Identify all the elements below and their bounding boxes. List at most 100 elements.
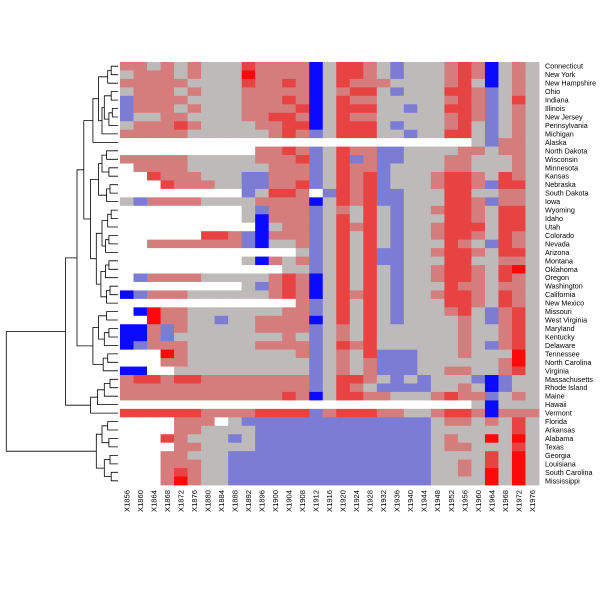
heatmap-cell xyxy=(187,265,202,274)
heatmap-cell xyxy=(214,112,229,122)
heatmap-cell xyxy=(174,273,188,283)
heatmap-cell xyxy=(228,248,243,257)
heatmap-cell xyxy=(471,188,486,198)
heatmap-cell xyxy=(201,332,216,342)
heatmap-cell xyxy=(498,104,513,114)
row-label: Wisconsin xyxy=(545,155,578,164)
heatmap-cell xyxy=(228,163,243,173)
heatmap-cell xyxy=(201,383,216,393)
heatmap-cell xyxy=(430,417,445,427)
heatmap-cell xyxy=(525,349,540,359)
heatmap-cell xyxy=(268,256,283,266)
heatmap-cell xyxy=(268,188,283,198)
heatmap-cell xyxy=(457,70,472,80)
heatmap-cell xyxy=(133,307,148,317)
heatmap-cell xyxy=(390,408,405,418)
heatmap-cell xyxy=(457,214,472,224)
heatmap-cell xyxy=(322,129,337,139)
heatmap-cell xyxy=(336,281,351,291)
row-label: Alaska xyxy=(545,138,567,147)
heatmap-cell xyxy=(147,87,161,97)
heatmap-cell xyxy=(363,222,378,232)
heatmap-cell xyxy=(363,383,378,393)
heatmap-cell xyxy=(201,442,216,452)
heatmap-cell xyxy=(268,476,283,486)
heatmap-cell xyxy=(147,307,161,317)
heatmap-cell xyxy=(525,239,540,249)
heatmap-cell xyxy=(322,315,337,325)
heatmap-cell xyxy=(214,417,229,427)
heatmap-cell xyxy=(322,265,337,274)
heatmap-cell xyxy=(444,197,459,207)
heatmap-cell xyxy=(174,383,188,393)
heatmap-cell xyxy=(390,248,405,257)
heatmap-cell xyxy=(498,375,513,384)
heatmap-cell xyxy=(376,171,391,181)
heatmap-cell xyxy=(403,70,418,80)
heatmap-cell xyxy=(444,104,459,114)
heatmap-cell xyxy=(214,78,229,88)
heatmap-cell xyxy=(187,341,202,351)
heatmap-cell xyxy=(282,434,297,444)
heatmap-cell xyxy=(241,188,256,198)
heatmap-cell xyxy=(376,366,391,376)
heatmap-cell xyxy=(214,332,229,342)
column-label: X1940 xyxy=(406,490,415,512)
heatmap-cell xyxy=(201,315,216,325)
heatmap-cell xyxy=(336,112,351,122)
heatmap-cell xyxy=(214,171,229,181)
heatmap-cell xyxy=(322,163,337,173)
heatmap-cell xyxy=(295,307,310,317)
heatmap-cell xyxy=(484,442,499,452)
heatmap-cell xyxy=(174,163,188,173)
heatmap-cell xyxy=(376,400,391,410)
heatmap-cell xyxy=(255,324,270,334)
heatmap-cell xyxy=(349,129,364,139)
heatmap-cell xyxy=(417,188,432,198)
heatmap-cell xyxy=(444,281,459,291)
heatmap-cell xyxy=(160,358,175,367)
heatmap-cell xyxy=(282,70,297,80)
heatmap-cell xyxy=(255,205,270,215)
heatmap-cell xyxy=(228,391,243,401)
heatmap-cell xyxy=(444,298,459,308)
column-label: X1868 xyxy=(163,490,172,512)
heatmap-cell xyxy=(336,324,351,334)
row-label: New Mexico xyxy=(545,299,584,308)
heatmap-cell xyxy=(390,155,405,164)
heatmap-cell xyxy=(417,476,432,486)
dendrogram-branch xyxy=(90,396,118,414)
heatmap-cell xyxy=(471,95,486,105)
heatmap-cell xyxy=(187,256,202,266)
heatmap-cell xyxy=(174,366,188,376)
heatmap-cell xyxy=(322,341,337,351)
heatmap-cell xyxy=(309,273,324,283)
heatmap-cell xyxy=(295,138,310,147)
heatmap-cell xyxy=(295,400,310,410)
heatmap-cell xyxy=(403,87,418,97)
heatmap-cell xyxy=(417,391,432,401)
heatmap-cell xyxy=(363,146,378,156)
heatmap-cell xyxy=(349,349,364,359)
heatmap-cell xyxy=(187,281,202,291)
heatmap-cell xyxy=(336,451,351,461)
heatmap-cell xyxy=(417,222,432,232)
row-label: Maine xyxy=(545,392,565,401)
heatmap-cell xyxy=(268,155,283,164)
heatmap-cell xyxy=(322,138,337,147)
heatmap-cell xyxy=(174,265,188,274)
heatmap-cell xyxy=(336,273,351,283)
heatmap-cell xyxy=(457,197,472,207)
heatmap-cell xyxy=(228,78,243,88)
heatmap-cell xyxy=(160,239,175,249)
heatmap-cell xyxy=(417,459,432,469)
heatmap-cell xyxy=(457,231,472,241)
heatmap-cell xyxy=(511,129,526,139)
heatmap-cell xyxy=(417,265,432,274)
row-label: Florida xyxy=(545,417,567,426)
heatmap-cell xyxy=(417,197,432,207)
heatmap-cell xyxy=(457,171,472,181)
heatmap-cell xyxy=(214,375,229,384)
heatmap-cell xyxy=(241,95,256,105)
heatmap-cell xyxy=(133,408,148,418)
